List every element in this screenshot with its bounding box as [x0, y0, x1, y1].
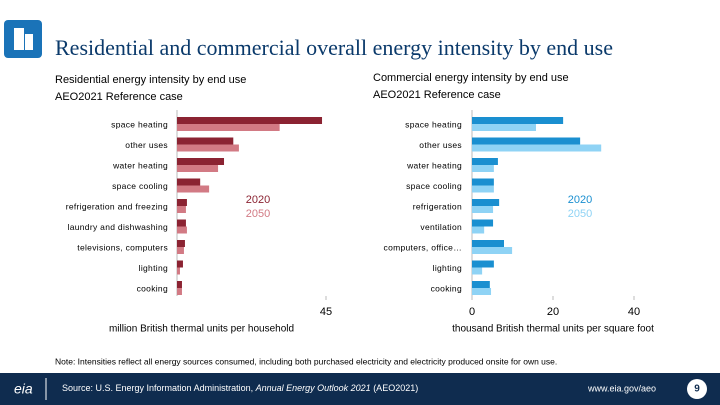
bar	[177, 247, 184, 254]
bar	[472, 124, 536, 131]
bar	[177, 206, 186, 213]
bar	[472, 158, 498, 165]
category-label: ventilation	[420, 222, 462, 232]
category-label: computers, office…	[384, 242, 462, 252]
category-label: other uses	[125, 140, 168, 150]
category-label: refrigeration and freezing	[66, 201, 168, 211]
bar	[177, 281, 182, 288]
category-label: lighting	[139, 263, 168, 273]
x-tick-label: 20	[547, 306, 559, 318]
bar	[177, 178, 201, 186]
page-badge	[687, 379, 707, 399]
legend-label: 2050	[568, 208, 592, 220]
icon-building	[25, 34, 33, 50]
category-label: televisions, computers	[77, 242, 168, 252]
bar	[177, 185, 210, 193]
bar	[472, 144, 602, 152]
category-label: cooking	[431, 283, 462, 293]
x-axis-label: thousand British thermal units per squar…	[452, 324, 654, 335]
chart-subtitle: AEO2021 Reference case	[55, 91, 183, 103]
category-label: space heating	[111, 119, 168, 129]
bar	[177, 137, 234, 145]
bar	[472, 247, 513, 254]
category-label: cooking	[137, 283, 168, 293]
source-title: Annual Energy Outlook 2021	[255, 383, 371, 393]
category-label: space cooling	[112, 181, 168, 191]
chart-subtitle: AEO2021 Reference case	[373, 89, 501, 101]
slide-title: Residential and commercial overall energ…	[55, 35, 613, 60]
category-label: other uses	[419, 140, 462, 150]
bar	[472, 281, 490, 288]
bar	[177, 158, 225, 165]
bar	[472, 178, 494, 186]
category-label: space cooling	[406, 181, 462, 191]
category-label: water heating	[406, 160, 462, 170]
bar	[177, 144, 239, 152]
bar	[472, 226, 485, 234]
x-tick-label: 40	[628, 306, 640, 318]
bar	[472, 206, 494, 213]
logo: eia	[14, 381, 33, 397]
bar	[472, 137, 581, 145]
bar	[177, 117, 323, 124]
bar	[177, 219, 186, 227]
bar	[472, 117, 564, 124]
bar	[472, 165, 494, 172]
bar	[472, 260, 494, 268]
x-axis-label: million British thermal units per househ…	[109, 324, 294, 335]
url: www.eia.gov/aeo	[587, 383, 656, 393]
legend-label: 2050	[246, 208, 270, 220]
bar	[472, 185, 494, 193]
source: Source: U.S. Energy Information Administ…	[62, 383, 418, 393]
bar	[177, 124, 280, 131]
bar	[177, 260, 183, 268]
note: Note: Intensities reflect all energy sou…	[55, 356, 557, 366]
category-label: space heating	[405, 119, 462, 129]
source-text: (AEO2021)	[371, 383, 419, 393]
bar	[177, 288, 182, 295]
x-tick-label: 0	[469, 306, 475, 318]
category-label: lighting	[433, 263, 462, 273]
icon-building	[14, 28, 24, 50]
bar	[472, 199, 500, 206]
bar	[472, 288, 492, 295]
footer-bar	[0, 373, 720, 405]
bar	[177, 199, 187, 206]
page-number: 9	[694, 384, 700, 395]
bar	[472, 240, 504, 247]
bar	[177, 165, 219, 172]
category-label: refrigeration	[413, 201, 462, 211]
source-text: Source: U.S. Energy Information Administ…	[62, 383, 256, 393]
bar	[177, 226, 187, 234]
chart-title: Residential energy intensity by end use	[55, 74, 246, 86]
bar	[177, 267, 180, 275]
category-label: water heating	[112, 160, 168, 170]
legend-label: 2020	[246, 194, 270, 206]
category-label: laundry and dishwashing	[68, 222, 168, 232]
chart-title: Commercial energy intensity by end use	[373, 72, 569, 84]
bar	[472, 267, 483, 275]
bar	[177, 240, 185, 247]
bar	[472, 219, 494, 227]
x-tick-label: 45	[320, 306, 332, 318]
legend-label: 2020	[568, 194, 592, 206]
